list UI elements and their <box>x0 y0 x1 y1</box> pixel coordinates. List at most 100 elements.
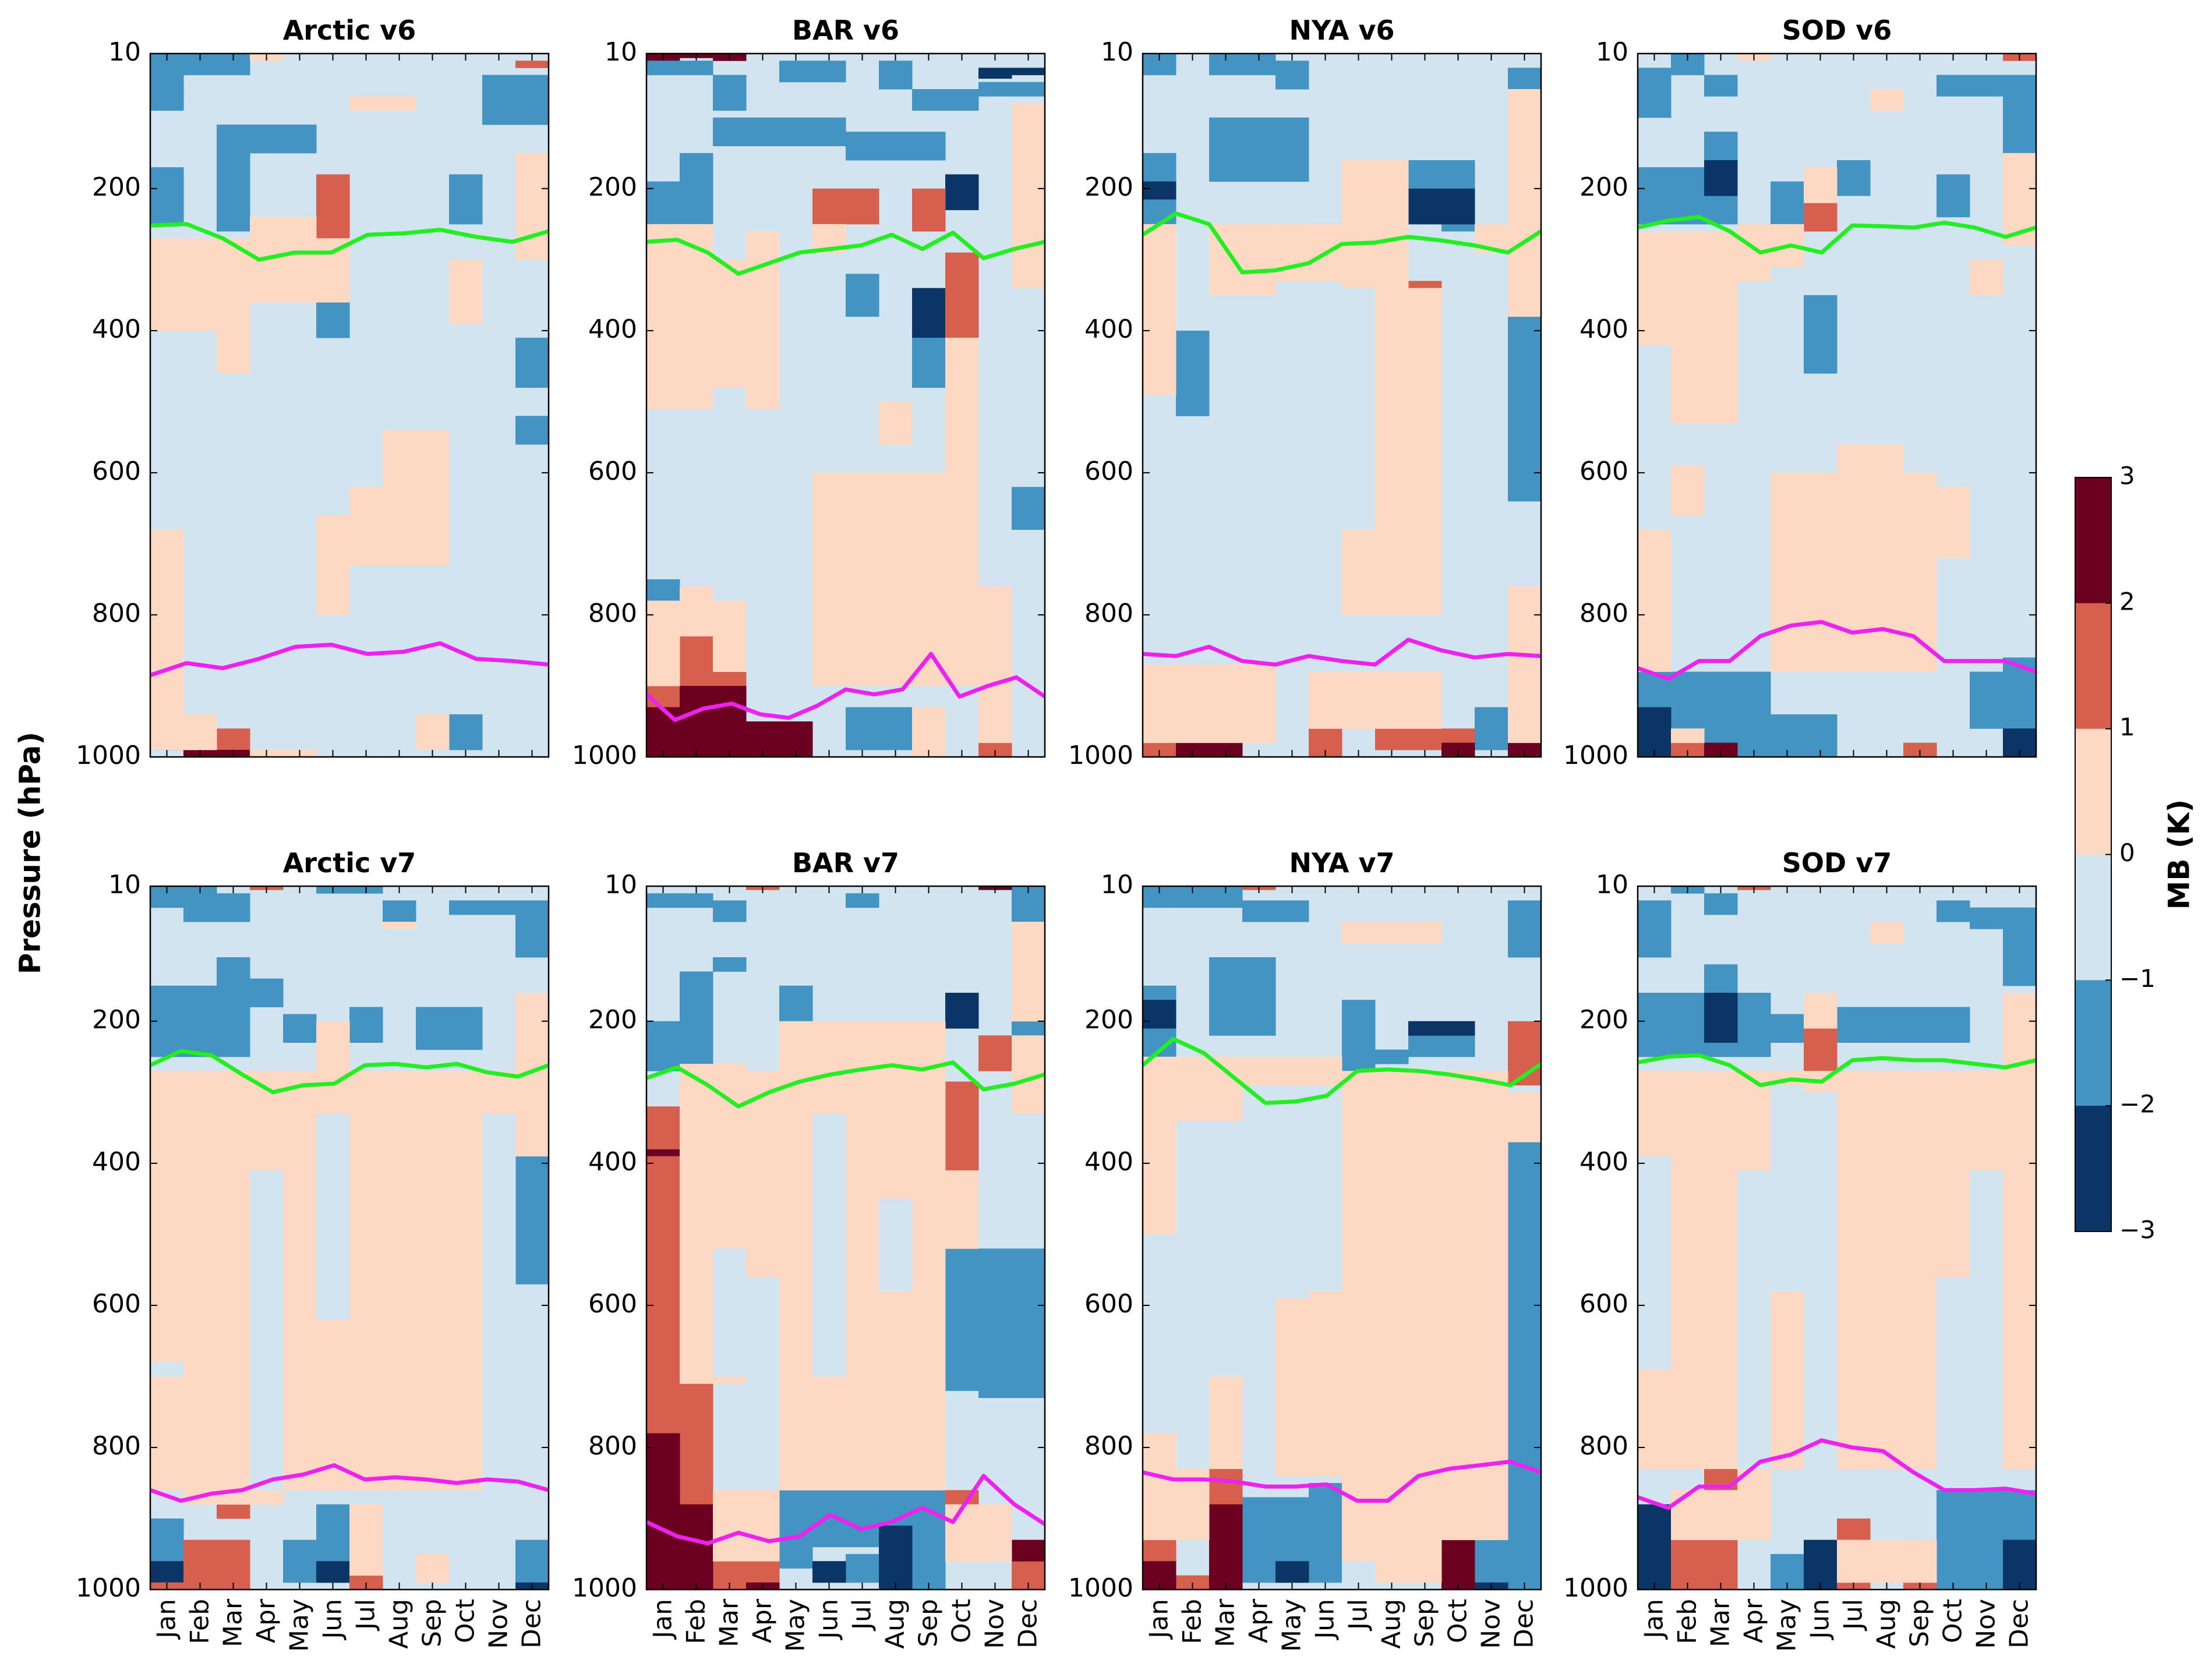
y-tick-label: 200 <box>588 1005 637 1035</box>
y-tick-label: 200 <box>1084 1005 1133 1035</box>
heatmap-cell <box>349 96 416 111</box>
heatmap-cell <box>1970 259 2003 296</box>
panel-title: NYA v7 <box>1289 847 1394 879</box>
heatmap-cell <box>1937 1277 1970 1470</box>
heatmap-cell <box>746 1071 780 1277</box>
heatmap-cell <box>515 61 549 68</box>
heatmap-cell <box>1012 1021 1045 1036</box>
heatmap-cell <box>150 985 250 1057</box>
heatmap-area <box>150 886 549 1590</box>
heatmap-cell <box>1309 671 1442 729</box>
heatmap-cell <box>1209 117 1309 182</box>
x-tick-label: Aug <box>1377 1599 1407 1649</box>
heatmap-cell <box>646 600 680 686</box>
x-tick-label: Apr <box>748 1598 778 1643</box>
panel-nya-v6: NYA v6 10 200 400 600 800 1000 <box>1068 15 1542 770</box>
heatmap-cell <box>1638 900 1672 958</box>
heatmap-cell <box>1638 231 1738 345</box>
y-tick-label: 800 <box>92 1431 141 1461</box>
heatmap-cell <box>646 1383 713 1434</box>
colorbar-tick-label: 0 <box>2119 838 2135 867</box>
panel-title: Arctic v6 <box>283 15 416 46</box>
x-tick-label: Feb <box>185 1599 215 1644</box>
heatmap-cell <box>912 707 946 757</box>
colorbar-tick-label: −1 <box>2119 964 2156 993</box>
heatmap-cell <box>1209 1504 1243 1590</box>
heatmap-cell <box>1342 1071 1508 1093</box>
panel-title: BAR v7 <box>792 847 899 879</box>
heatmap-cell <box>1970 1170 2003 1470</box>
y-axis-label: Pressure (hPa) <box>13 732 47 975</box>
heatmap-cell <box>1671 345 1738 424</box>
x-tick-label: Apr <box>1739 1598 1769 1643</box>
x-tick-label: Mar <box>715 1598 744 1647</box>
y-tick-label: 800 <box>1580 599 1628 628</box>
y-tick-label: 1000 <box>1563 741 1628 770</box>
heatmap-cell <box>316 238 350 303</box>
panel-arctic-v7: Arctic v7 10 200 400 600 800 1000 Jan Feb Mar Apr M… <box>76 847 550 1652</box>
y-tick-label: 200 <box>92 1005 141 1035</box>
colorbar: 3 2 1 0 −1 −2 −3 MB (K) <box>2075 462 2196 1244</box>
heatmap-cell <box>1937 487 1970 558</box>
heatmap-cell <box>1671 1539 1738 1590</box>
heatmap-cell <box>283 1071 317 1114</box>
heatmap-cell <box>1375 288 1442 615</box>
plot-frame <box>1637 885 2037 1591</box>
heatmap-cell <box>680 971 713 1022</box>
heatmap-cell <box>217 728 250 751</box>
boundary-layer-line <box>1638 1438 2036 1510</box>
heatmap-cell <box>250 125 317 154</box>
heatmap-cell <box>1870 922 1904 944</box>
heatmap-cell <box>1342 1475 1508 1541</box>
heatmap-cell <box>646 1156 680 1384</box>
heatmap-cell <box>482 75 549 125</box>
heatmap-cell <box>646 181 713 225</box>
heatmap-cell <box>1242 1056 1342 1086</box>
y-tick-label: 200 <box>1580 1005 1628 1035</box>
y-tick-label: 600 <box>1084 456 1133 486</box>
heatmap-area <box>646 54 1045 757</box>
heatmap-cell <box>879 1198 913 1292</box>
x-tick-label: Mar <box>1211 1598 1241 1647</box>
y-tick-label: 1000 <box>76 741 141 770</box>
tropopause-line <box>1638 1053 2036 1088</box>
heatmap-cell <box>1508 586 1541 744</box>
heatmap-cell <box>250 978 284 1007</box>
heatmap-cell <box>1275 1561 1309 1583</box>
heatmap-cell <box>1804 1539 1838 1590</box>
heatmap-cell <box>1804 1092 1838 1470</box>
heatmap-cell <box>713 600 747 673</box>
heatmap-cell <box>945 174 979 210</box>
x-tick-label: Apr <box>252 1598 281 1643</box>
heatmap-cell <box>646 61 713 76</box>
heatmap-cell <box>1704 893 1738 915</box>
colorbar-tick-label: 3 <box>2119 462 2135 490</box>
heatmap-cell <box>646 707 680 757</box>
heatmap-cell <box>150 238 217 331</box>
y-tick-label: 400 <box>1084 314 1133 344</box>
heatmap-cell <box>945 1081 979 1171</box>
heatmap-cell <box>680 636 713 686</box>
tropopause-line <box>1143 211 1541 275</box>
heatmap-cell <box>713 900 747 922</box>
boundary-layer-line <box>1638 620 2036 681</box>
tropopause-line <box>1638 215 2036 255</box>
y-tick-label: 600 <box>1580 1289 1628 1319</box>
heatmap-cell <box>1309 1092 1342 1292</box>
heatmap-cell <box>812 1561 846 1583</box>
heatmap-cell <box>217 1504 250 1519</box>
heatmap-cell <box>978 586 1012 744</box>
heatmap-cell <box>150 1362 184 1377</box>
heatmap-cell <box>680 586 713 637</box>
heatmap-cell <box>779 61 846 83</box>
heatmap-cell <box>416 1007 483 1050</box>
y-tick-label: 200 <box>1084 172 1133 202</box>
heatmap-cell <box>812 188 879 225</box>
heatmap-cell <box>1342 160 1409 289</box>
heatmap-cell <box>1209 1468 1243 1505</box>
tropopause-line <box>646 231 1045 276</box>
heatmap-cell <box>150 75 184 111</box>
x-tick-label: Mar <box>1706 1598 1736 1647</box>
